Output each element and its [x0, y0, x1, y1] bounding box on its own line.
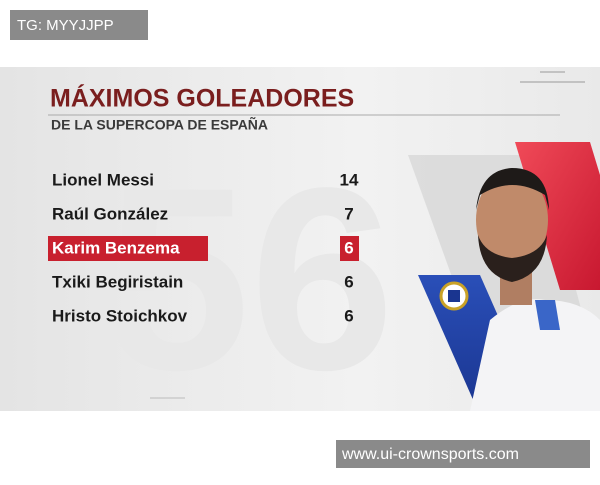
player-name: Karim Benzema — [52, 238, 180, 257]
subtitle: DE LA SUPERCOPA DE ESPAÑA — [51, 116, 268, 133]
watermark-text: www.ui-crownsports.com — [341, 446, 519, 463]
player-name: Txiki Begiristain — [52, 272, 183, 291]
player-head — [476, 172, 548, 268]
player-stripe — [535, 300, 560, 330]
watermark-text: TG: MYYJJPP — [17, 17, 114, 34]
player-shirt — [470, 299, 600, 411]
player-name: Raúl González — [52, 204, 168, 223]
goals: 6 — [344, 238, 353, 257]
goals: 6 — [344, 272, 353, 291]
watermark-box — [10, 10, 148, 40]
watermark-box — [336, 440, 590, 468]
title: MÁXIMOS GOLEADORES — [50, 84, 354, 113]
player-beard — [478, 235, 547, 282]
player-hair — [476, 168, 549, 210]
highlight-name — [48, 236, 208, 261]
goals: 7 — [344, 204, 353, 223]
goals: 14 — [340, 170, 359, 189]
scorers-table: Lionel Messi 14 Raúl González 7 Karim Benzem… — [48, 170, 359, 325]
background-decoration: 56 — [105, 135, 394, 425]
highlight-value — [340, 236, 359, 261]
player-name: Hristo Stoichkov — [52, 306, 188, 325]
club-badge-detail — [448, 290, 460, 302]
player-name: Lionel Messi — [52, 170, 154, 189]
goals: 6 — [344, 306, 353, 325]
